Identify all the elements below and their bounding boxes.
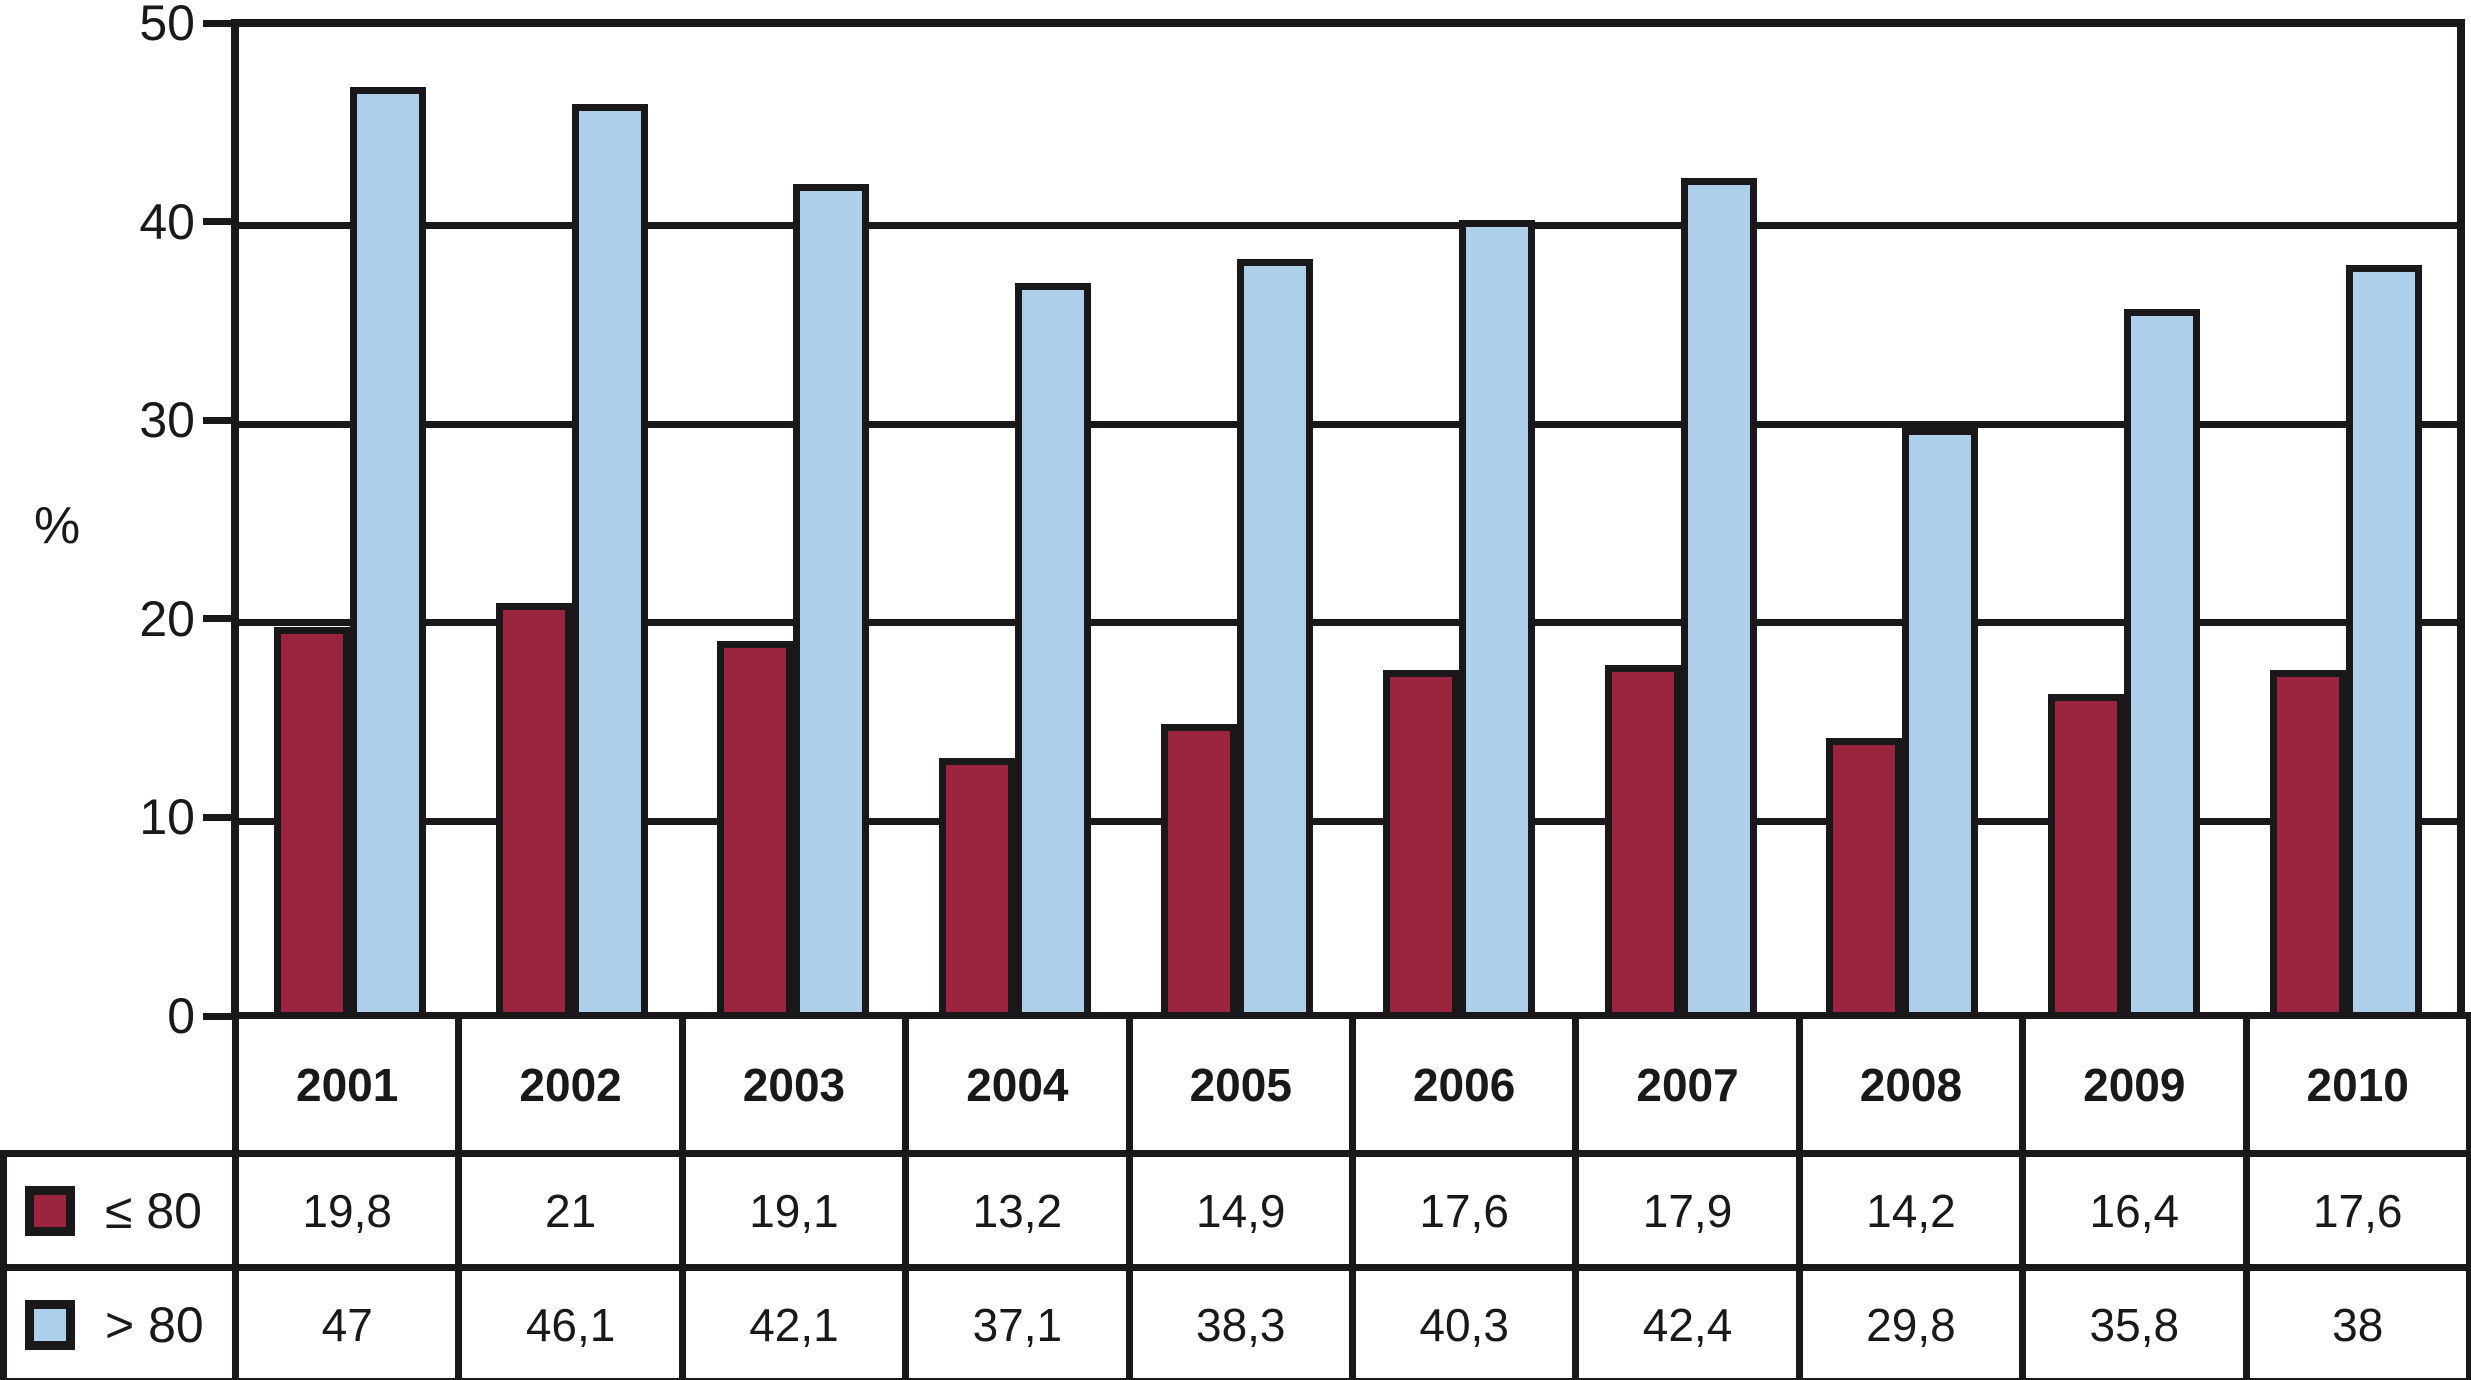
bar-gt80-2002 <box>571 104 648 1020</box>
y-tick-30 <box>203 416 233 424</box>
bar-group-2010 <box>2235 27 2457 1020</box>
value-cell-gt80-2004: 37,1 <box>902 1264 1133 1380</box>
bar-le80-2005 <box>1161 724 1238 1020</box>
bar-gt80-2005 <box>1237 259 1314 1020</box>
year-header-2010: 2010 <box>2242 1012 2471 1157</box>
value-cell-gt80-2005: 38,3 <box>1125 1264 1356 1380</box>
year-header-2009: 2009 <box>2019 1012 2250 1157</box>
bar-group-2002 <box>461 27 683 1020</box>
y-tick-50 <box>203 19 233 27</box>
value-cell-gt80-2008: 29,8 <box>1795 1264 2027 1380</box>
value-cell-le80-2003: 19,1 <box>678 1150 910 1271</box>
y-tick-label-0: 0 <box>167 988 195 1044</box>
bar-gt80-2007 <box>1680 178 1757 1020</box>
year-header-2002: 2002 <box>455 1012 686 1157</box>
y-tick-label-20: 20 <box>139 590 195 647</box>
y-tick-40 <box>203 218 233 226</box>
value-cell-gt80-2009: 35,8 <box>2019 1264 2250 1380</box>
bar-gt80-2009 <box>2124 309 2201 1020</box>
bar-group-2009 <box>2013 27 2235 1020</box>
legend-swatch-gt80-icon <box>25 1299 75 1350</box>
year-header-2004: 2004 <box>902 1012 1133 1157</box>
gridline-10 <box>239 817 2457 825</box>
series-row-le80: ≤ 80 19,8 21 19,1 13,2 14,9 17,6 17,9 14,2 16,4 17… <box>0 1150 2471 1271</box>
y-tick-20 <box>203 615 233 623</box>
y-tick-label-10: 10 <box>139 789 195 846</box>
year-header-2001: 2001 <box>231 1012 463 1157</box>
value-cell-le80-2001: 19,8 <box>231 1150 463 1271</box>
plot-area <box>231 19 2465 1020</box>
value-cell-le80-2009: 16,4 <box>2019 1150 2250 1271</box>
value-cell-gt80-2007: 42,4 <box>1572 1264 1803 1380</box>
bar-gt80-2003 <box>793 184 870 1020</box>
bar-le80-2002 <box>495 603 572 1020</box>
bar-group-2007 <box>1570 27 1792 1020</box>
bar-gt80-2004 <box>1015 283 1092 1020</box>
y-tick-label-40: 40 <box>139 193 195 250</box>
bar-le80-2004 <box>939 758 1016 1020</box>
y-tick-0 <box>203 1012 233 1020</box>
gridline-20 <box>239 619 2457 627</box>
year-header-2003: 2003 <box>678 1012 910 1157</box>
bar-group-2001 <box>239 27 461 1020</box>
year-header-2006: 2006 <box>1348 1012 1580 1157</box>
bar-gt80-2008 <box>1902 428 1979 1020</box>
value-cell-le80-2002: 21 <box>455 1150 686 1271</box>
y-tick-label-50: 50 <box>139 0 195 51</box>
legend-label-le80: ≤ 80 <box>105 1182 202 1239</box>
value-cell-le80-2008: 14,2 <box>1795 1150 2027 1271</box>
bar-group-2006 <box>1348 27 1570 1020</box>
value-cell-le80-2006: 17,6 <box>1348 1150 1580 1271</box>
legend-swatch-le80-icon <box>25 1185 75 1236</box>
year-header-2007: 2007 <box>1572 1012 1803 1157</box>
value-cell-le80-2004: 13,2 <box>902 1150 1133 1271</box>
bar-le80-2006 <box>1382 670 1459 1020</box>
value-cell-gt80-2001: 47 <box>231 1264 463 1380</box>
gridline-40 <box>239 222 2457 230</box>
bar-gt80-2006 <box>1458 220 1535 1020</box>
value-cell-le80-2005: 14,9 <box>1125 1150 1356 1271</box>
bar-group-2008 <box>1792 27 2014 1020</box>
series-row-gt80: > 80 47 46,1 42,1 37,1 38,3 40,3 42,4 29,8 35,8 38 <box>0 1264 2471 1380</box>
year-header-2005: 2005 <box>1125 1012 1356 1157</box>
value-cell-gt80-2002: 46,1 <box>455 1264 686 1380</box>
data-table: 2001 2002 2003 2004 2005 2006 2007 2008 2009 2010… <box>0 1012 2471 1380</box>
legend-label-gt80: > 80 <box>105 1296 204 1353</box>
bar-le80-2001 <box>273 627 350 1020</box>
bar-gt80-2001 <box>349 87 426 1020</box>
year-header-row: 2001 2002 2003 2004 2005 2006 2007 2008 2009 2010 <box>4 1012 2471 1157</box>
value-cell-le80-2007: 17,9 <box>1572 1150 1803 1271</box>
bar-le80-2008 <box>1826 738 1903 1020</box>
bar-group-2005 <box>1126 27 1348 1020</box>
y-tick-label-30: 30 <box>139 392 195 449</box>
year-header-2008: 2008 <box>1795 1012 2027 1157</box>
y-tick-10 <box>203 813 233 821</box>
y-axis-label: % <box>34 497 81 555</box>
bar-le80-2009 <box>2048 694 2125 1020</box>
bar-le80-2010 <box>2270 670 2347 1020</box>
bar-gt80-2010 <box>2346 265 2423 1020</box>
bar-le80-2007 <box>1604 665 1681 1020</box>
value-cell-gt80-2003: 42,1 <box>678 1264 910 1380</box>
value-cell-gt80-2006: 40,3 <box>1348 1264 1580 1380</box>
value-cell-le80-2010: 17,6 <box>2242 1150 2471 1271</box>
value-cell-gt80-2010: 38 <box>2242 1264 2471 1380</box>
gridline-30 <box>239 420 2457 428</box>
bar-le80-2003 <box>717 641 794 1020</box>
legend-cell-gt80: > 80 <box>0 1264 239 1380</box>
bar-group-2004 <box>904 27 1126 1020</box>
legend-cell-le80: ≤ 80 <box>0 1150 239 1271</box>
bar-group-2003 <box>683 27 905 1020</box>
